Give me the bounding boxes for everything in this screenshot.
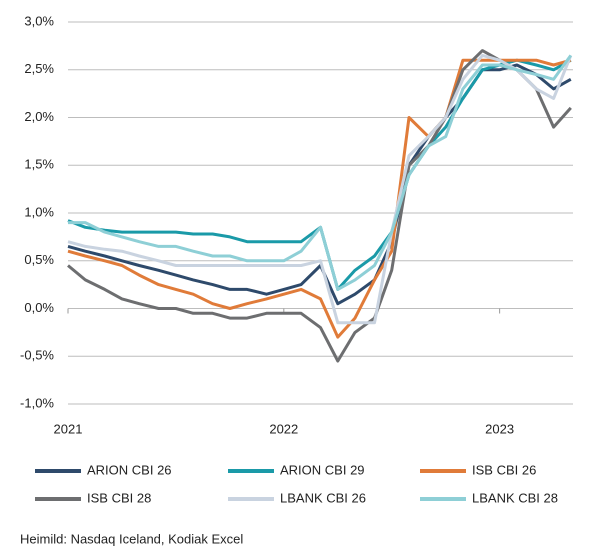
y-tick-label: -0,5% [20, 348, 54, 363]
legend-label: ARION CBI 29 [280, 462, 365, 477]
series-line [67, 53, 573, 325]
legend-label: ISB CBI 28 [87, 490, 151, 505]
y-tick-label: 2,5% [24, 61, 54, 76]
y-tick-label: 2,0% [24, 109, 54, 124]
y-tick-label: 1,5% [24, 157, 54, 172]
y-tick-label: -1,0% [20, 395, 54, 410]
legend-label: LBANK CBI 26 [280, 490, 366, 505]
legend-label: ISB CBI 26 [472, 462, 536, 477]
y-tick-label: 0,0% [24, 300, 54, 315]
series-line [68, 54, 573, 291]
y-tick-label: 3,0% [24, 13, 54, 28]
x-tick-label: 2023 [485, 421, 514, 436]
series-line [67, 63, 572, 306]
x-tick-label: 2022 [269, 421, 298, 436]
legend-label: ARION CBI 26 [87, 462, 172, 477]
x-tick-label: 2021 [54, 421, 83, 436]
y-tick-label: 0,5% [24, 252, 54, 267]
legend-label: LBANK CBI 28 [472, 490, 558, 505]
series-line [67, 58, 572, 291]
source-note: Heimild: Nasdaq Iceland, Kodiak Excel [20, 531, 243, 546]
y-tick-label: 1,0% [24, 204, 54, 219]
series-line [67, 58, 572, 339]
series-line [67, 49, 572, 363]
